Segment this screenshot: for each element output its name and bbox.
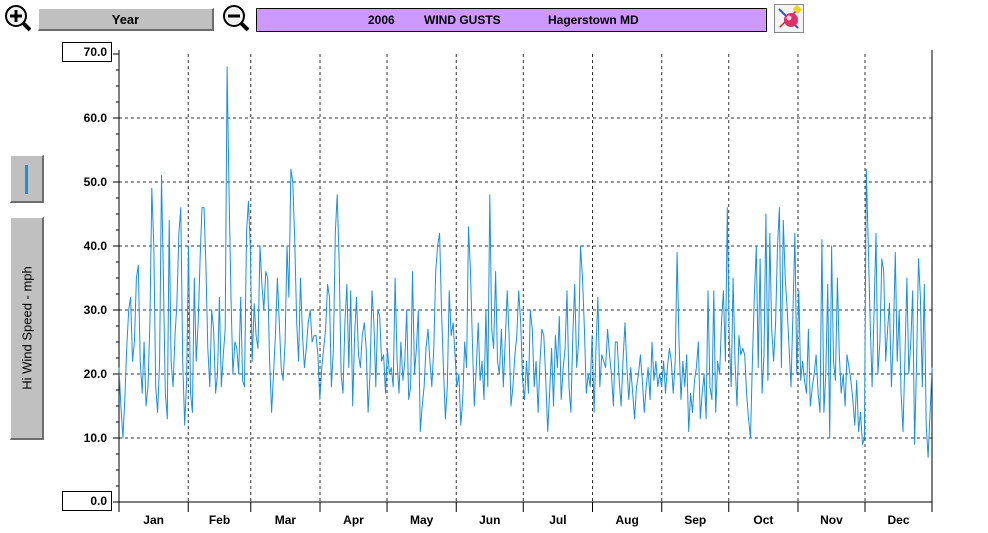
magnifier-plus-icon	[5, 5, 32, 32]
magnifier-minus-icon	[223, 5, 250, 32]
x-tick-label-may: May	[410, 513, 434, 527]
x-tick-label-aug: Aug	[615, 513, 638, 527]
zoom-out-button[interactable]	[221, 4, 250, 32]
x-tick-label-jan: Jan	[143, 513, 164, 527]
x-tick-label-jul: Jul	[549, 513, 566, 527]
x-tick-label-jun: Jun	[479, 513, 500, 527]
y-axis-label-button[interactable]: Hi Wind Speed - mph	[10, 217, 44, 440]
x-tick-label-apr: Apr	[343, 513, 364, 527]
y-tick-label: 50.0	[84, 175, 108, 189]
x-tick-label-mar: Mar	[275, 513, 297, 527]
y-tick-label: 30.0	[84, 303, 108, 317]
x-tick-label-oct: Oct	[753, 513, 773, 527]
y-tick-label: 20.0	[84, 367, 108, 381]
x-tick-label-nov: Nov	[820, 513, 843, 527]
marker-tool-button[interactable]	[774, 4, 804, 33]
series-color-swatch	[25, 165, 28, 194]
title-station: Hagerstown MD	[548, 13, 639, 27]
x-tick-label-feb: Feb	[209, 513, 230, 527]
chart-title-bar: 2006 WIND GUSTS Hagerstown MD	[256, 8, 767, 32]
title-variable: WIND GUSTS	[424, 13, 501, 27]
x-tick-label-sep: Sep	[684, 513, 706, 527]
title-year: 2006	[368, 13, 395, 27]
pin-eraser-icon	[774, 4, 804, 33]
y-min-input[interactable]: 0.0	[62, 491, 112, 511]
y-max-input[interactable]: 70.0	[62, 42, 112, 62]
wind-gust-series-line	[118, 66, 933, 458]
series-legend-button[interactable]	[10, 155, 44, 203]
x-tick-label-dec: Dec	[887, 513, 909, 527]
y-tick-label: 40.0	[84, 239, 108, 253]
period-selector-button[interactable]: Year	[38, 8, 214, 31]
zoom-in-button[interactable]	[3, 4, 32, 32]
y-tick-label: 10.0	[84, 431, 108, 445]
y-tick-label: 60.0	[84, 111, 108, 125]
